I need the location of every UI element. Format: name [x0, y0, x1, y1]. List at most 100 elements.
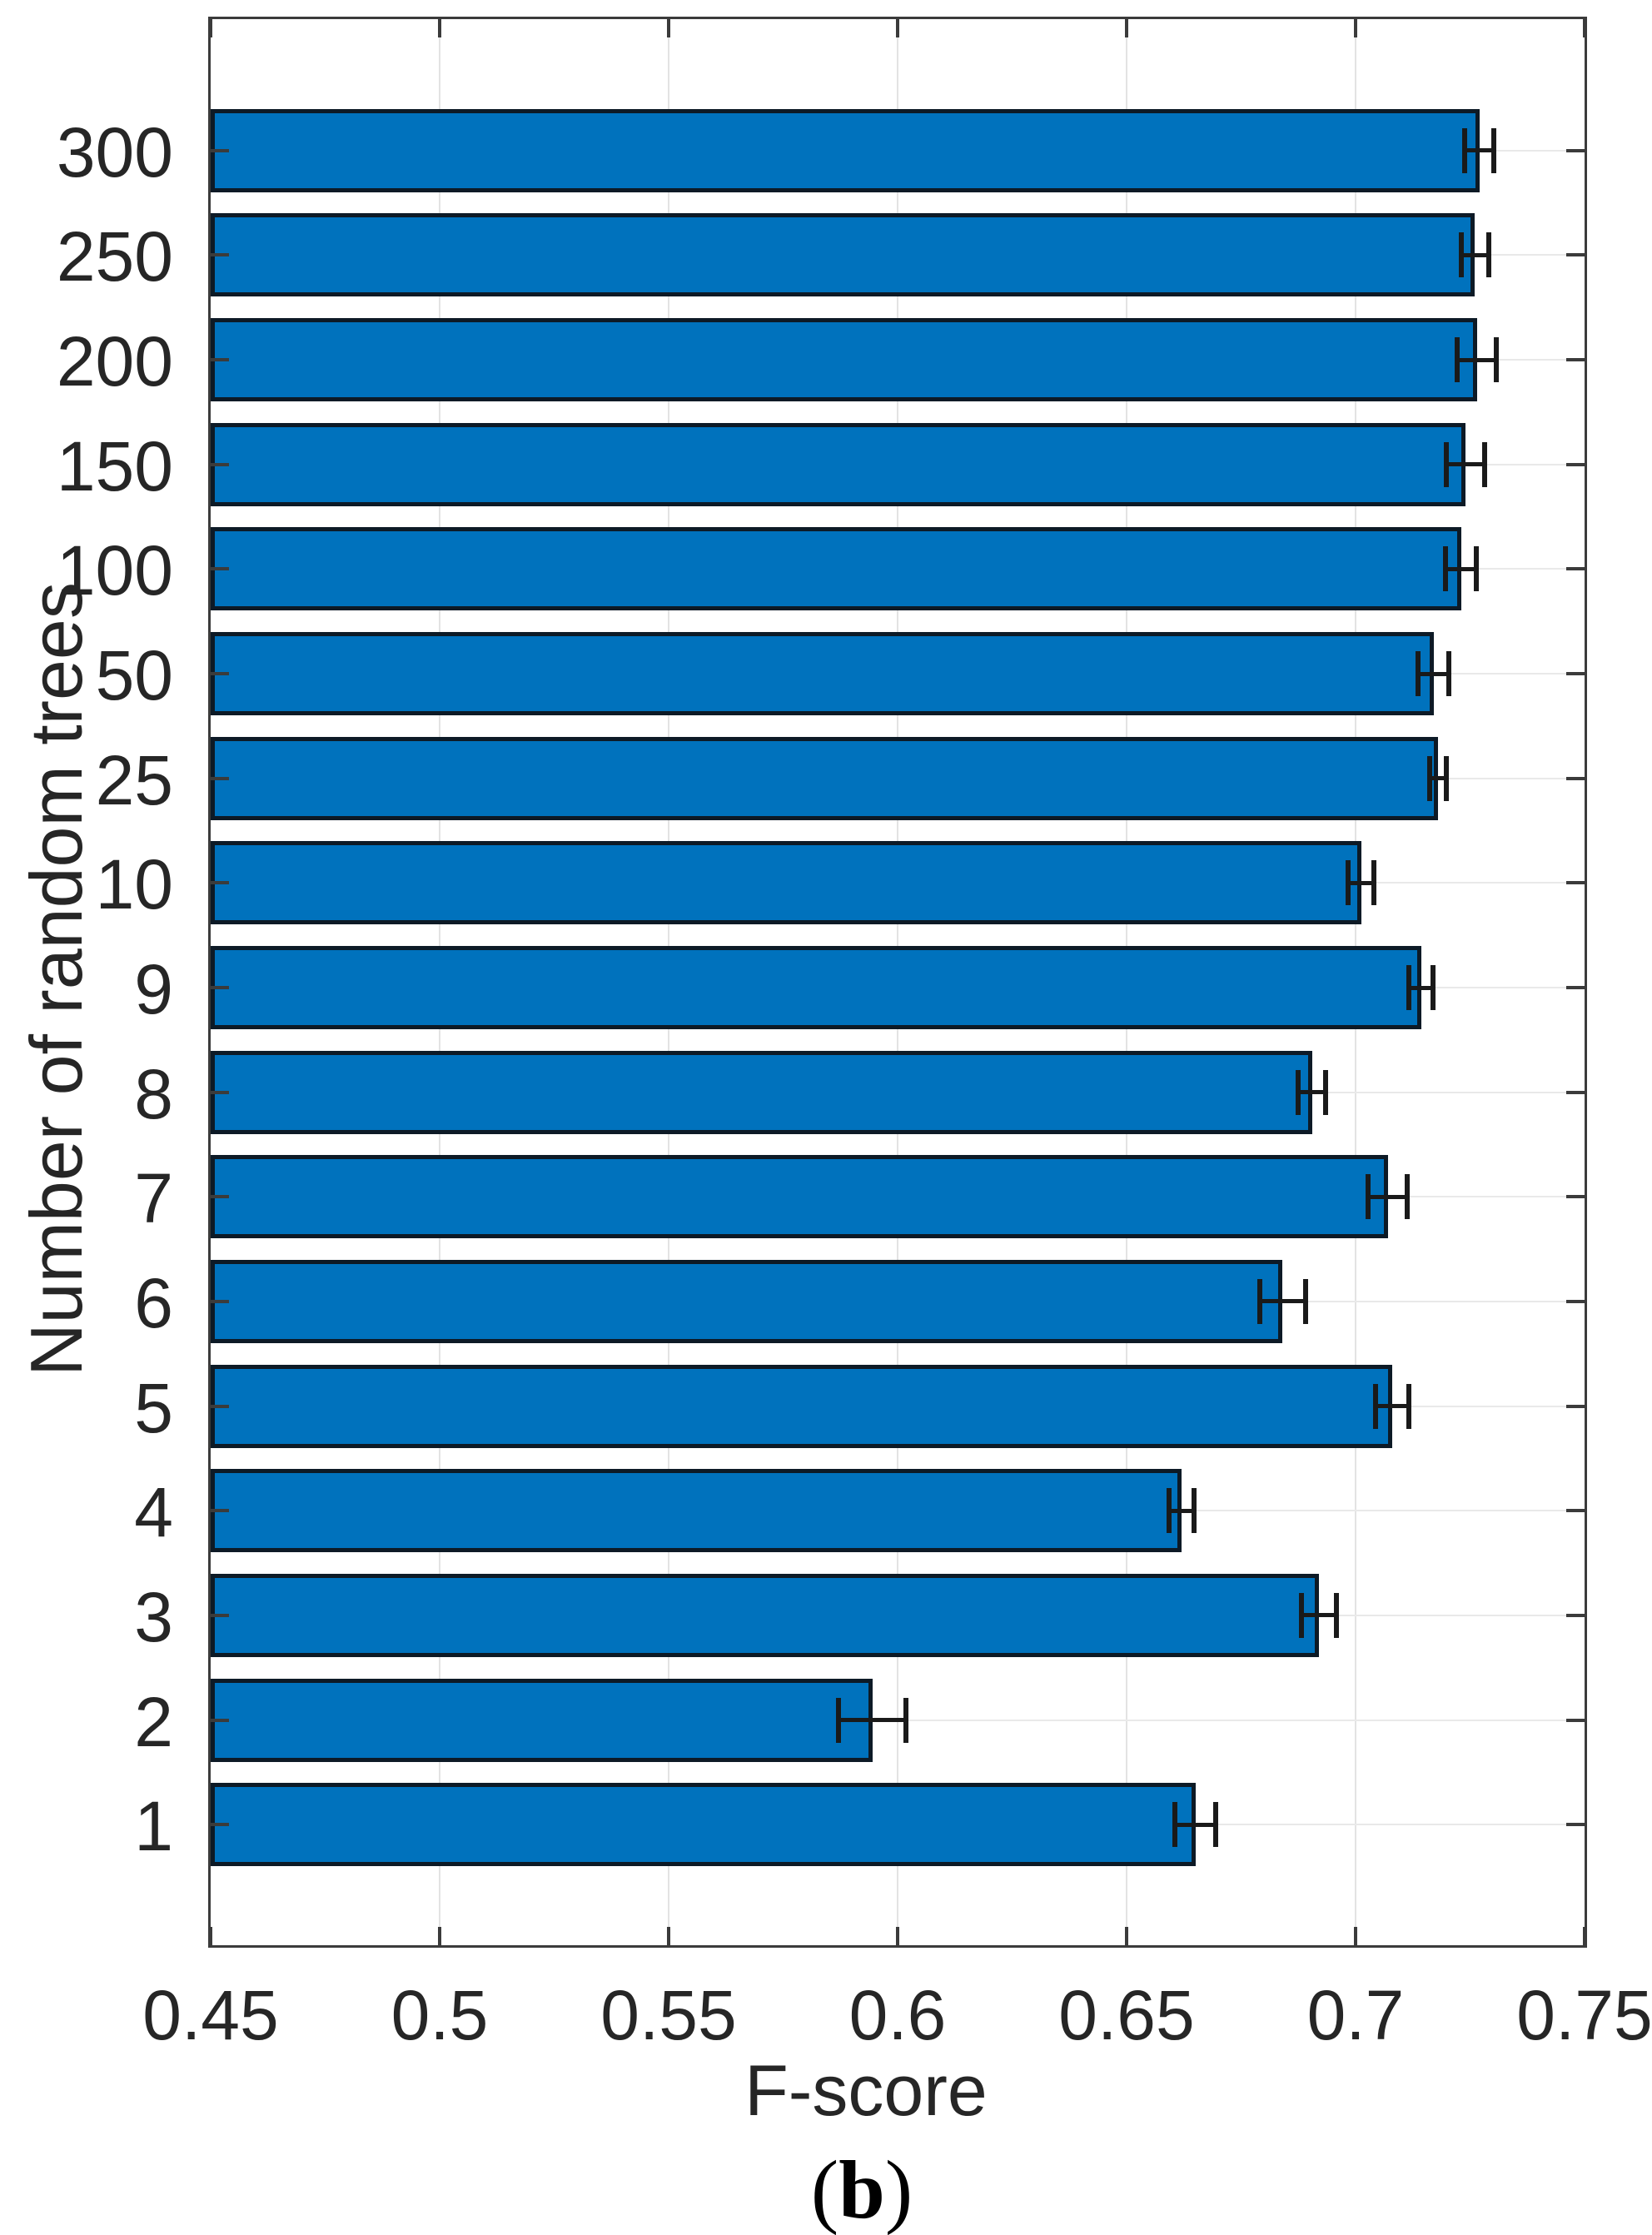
error-bar-cap-right [1446, 651, 1451, 697]
error-bar-cap-right [1371, 860, 1376, 906]
y-tick-left [211, 776, 229, 780]
error-bar-cap-left [1167, 1488, 1172, 1534]
error-bar-cap-left [1443, 441, 1449, 487]
y-tick-left [211, 986, 229, 989]
caption-paren-open: ( [810, 2143, 839, 2235]
y-tick-right [1566, 1299, 1585, 1303]
x-tick-label: 0.7 [1306, 1976, 1405, 2054]
y-tick-label: 200 [56, 322, 173, 401]
y-tick-left [211, 881, 229, 885]
x-tick-bottom [1354, 1927, 1357, 1945]
error-bar [1446, 462, 1485, 467]
error-bar-cap-left [1366, 1174, 1371, 1220]
y-tick-left [211, 567, 229, 571]
bar [211, 1050, 1312, 1134]
y-tick-right [1566, 1090, 1585, 1094]
error-bar-cap-left [1296, 1069, 1301, 1115]
y-tick-right [1566, 672, 1585, 676]
x-tick-label: 0.45 [142, 1976, 279, 2054]
y-tick-label: 9 [134, 950, 173, 1028]
x-tick-top [1354, 19, 1357, 37]
bar [211, 946, 1421, 1029]
error-bar [1348, 880, 1374, 885]
y-tick-label: 1 [134, 1787, 173, 1866]
y-tick-label: 5 [134, 1368, 173, 1447]
y-tick-left [211, 1718, 229, 1722]
error-bar [838, 1718, 907, 1723]
error-bar-cap-left [1455, 337, 1460, 383]
bar [211, 1678, 873, 1762]
error-bar [1409, 985, 1433, 990]
y-tick-left [211, 148, 229, 152]
error-bar-cap-right [1491, 127, 1497, 173]
y-tick-right [1566, 358, 1585, 362]
bar [211, 1155, 1388, 1239]
y-tick-right [1566, 148, 1585, 152]
y-tick-label: 10 [95, 845, 173, 924]
error-bar-cap-right [1334, 1592, 1340, 1638]
y-tick-right [1566, 881, 1585, 885]
x-tick-bottom [438, 1927, 441, 1945]
error-bar-cap-left [1298, 1592, 1304, 1638]
y-tick-left [211, 1613, 229, 1617]
error-bar-cap-left [1427, 755, 1433, 801]
y-tick-left [211, 358, 229, 362]
y-tick-right [1566, 567, 1585, 571]
y-tick-left [211, 1090, 229, 1094]
error-bar [1418, 671, 1449, 676]
y-tick-right [1566, 1718, 1585, 1722]
y-tick-right [1566, 1613, 1585, 1617]
bar [211, 108, 1480, 192]
error-bar-cap-right [1323, 1069, 1329, 1115]
error-bar-cap-right [1430, 965, 1436, 1010]
bar [211, 632, 1434, 716]
y-tick-label: 50 [95, 636, 173, 715]
x-tick-top [1125, 19, 1128, 37]
error-bar-cap-left [836, 1697, 842, 1743]
bar [211, 1783, 1196, 1867]
bar [211, 213, 1475, 297]
error-bar-cap-right [1404, 1174, 1410, 1220]
error-bar-cap-left [1373, 1383, 1379, 1429]
x-tick-label: 0.75 [1516, 1976, 1652, 2054]
error-bar-cap-right [1494, 337, 1500, 383]
x-tick-label: 0.6 [848, 1976, 947, 2054]
y-tick-left [211, 1404, 229, 1408]
x-tick-label: 0.5 [391, 1976, 489, 2054]
y-tick-label: 6 [134, 1263, 173, 1342]
y-tick-right [1566, 1195, 1585, 1199]
error-bar [1445, 566, 1477, 571]
y-tick-label: 300 [56, 112, 173, 192]
error-bar [1376, 1404, 1409, 1409]
x-tick-label: 0.55 [600, 1976, 737, 2054]
error-bar-cap-left [1461, 127, 1467, 173]
x-tick-bottom [209, 1927, 212, 1945]
bar [211, 1469, 1182, 1553]
bar [211, 1364, 1392, 1448]
y-tick-left [211, 1299, 229, 1303]
error-bar [1169, 1508, 1194, 1513]
y-tick-label: 150 [56, 426, 173, 505]
y-tick-right [1566, 1823, 1585, 1827]
figure-caption: (b) [811, 2142, 913, 2235]
y-tick-left [211, 1509, 229, 1513]
error-bar-cap-right [903, 1697, 909, 1743]
x-tick-bottom [1583, 1927, 1586, 1945]
error-bar [1460, 252, 1489, 257]
error-bar [1301, 1613, 1337, 1618]
error-bar [1298, 1090, 1326, 1095]
y-tick-left [211, 462, 229, 466]
bar [211, 422, 1465, 506]
y-tick-right [1566, 986, 1585, 989]
error-bar [1457, 357, 1497, 362]
y-tick-right [1566, 776, 1585, 780]
error-bar-cap-right [1474, 546, 1480, 592]
error-bar-cap-right [1443, 755, 1449, 801]
y-tick-right [1566, 253, 1585, 257]
y-tick-right [1566, 462, 1585, 466]
x-tick-top [896, 19, 899, 37]
y-tick-right [1566, 1509, 1585, 1513]
x-tick-top [667, 19, 670, 37]
error-bar-cap-left [1458, 232, 1464, 278]
